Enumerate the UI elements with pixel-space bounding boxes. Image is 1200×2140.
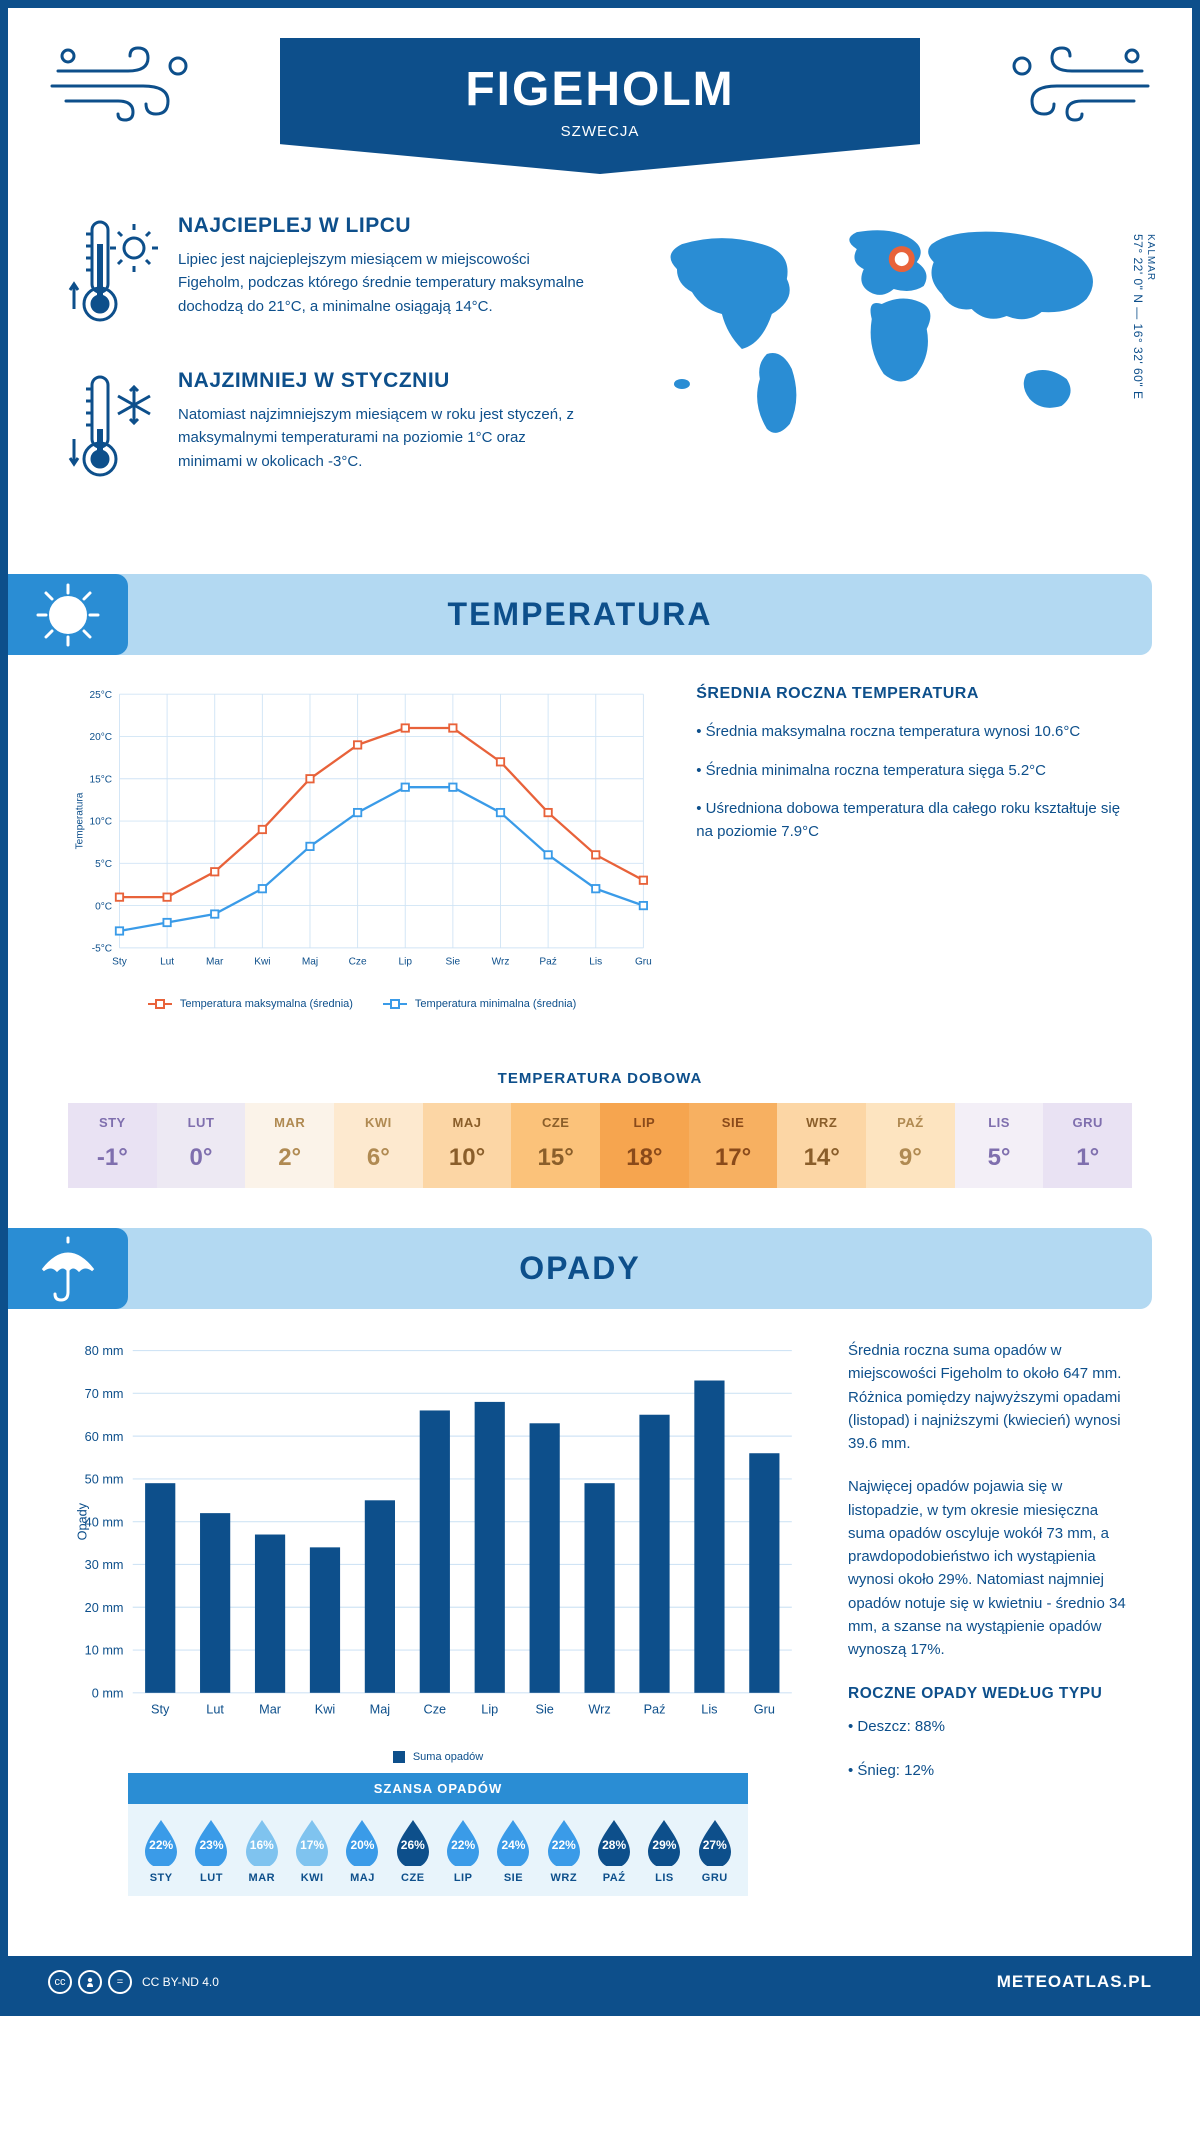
chance-cell: 28%PAŹ	[589, 1818, 639, 1884]
chance-cell: 27%GRU	[690, 1818, 740, 1884]
svg-text:Maj: Maj	[370, 1702, 390, 1717]
fact-coldest: NAJZIMNIEJ W STYCZNIU Natomiast najzimni…	[68, 369, 592, 494]
svg-text:Wrz: Wrz	[588, 1702, 610, 1717]
svg-text:15°C: 15°C	[90, 774, 113, 785]
daily-temp-cell: GRU1°	[1043, 1103, 1132, 1188]
chance-cell: 17%KWI	[287, 1818, 337, 1884]
svg-text:-5°C: -5°C	[92, 944, 112, 955]
fact-warm-title: NAJCIEPLEJ W LIPCU	[178, 214, 592, 238]
svg-text:Lis: Lis	[701, 1702, 717, 1717]
chance-cell: 20%MAJ	[337, 1818, 387, 1884]
daily-temp-cell: PAŹ9°	[866, 1103, 955, 1188]
brand: METEOATLAS.PL	[997, 1972, 1152, 1992]
svg-text:Wrz: Wrz	[492, 956, 510, 967]
wind-icon	[1002, 46, 1152, 124]
fact-warm-body: Lipiec jest najcieplejszym miesiącem w m…	[178, 248, 592, 318]
svg-text:0°C: 0°C	[95, 901, 112, 912]
umbrella-icon	[33, 1234, 103, 1304]
svg-text:Lis: Lis	[589, 956, 602, 967]
svg-text:0 mm: 0 mm	[92, 1686, 124, 1701]
location-marker	[892, 249, 912, 269]
svg-text:Kwi: Kwi	[254, 956, 270, 967]
svg-text:Lut: Lut	[160, 956, 174, 967]
svg-text:70 mm: 70 mm	[85, 1386, 124, 1401]
daily-temp-cell: MAJ10°	[423, 1103, 512, 1188]
sun-icon	[32, 579, 104, 651]
svg-text:60 mm: 60 mm	[85, 1429, 124, 1444]
svg-text:20 mm: 20 mm	[85, 1600, 124, 1615]
svg-text:Temperatura: Temperatura	[75, 792, 86, 849]
fact-cold-title: NAJZIMNIEJ W STYCZNIU	[178, 369, 592, 393]
svg-text:25°C: 25°C	[90, 690, 113, 701]
cc-icons: cc =	[48, 1970, 132, 1994]
thermometer-snow-icon	[68, 369, 158, 489]
svg-text:Sie: Sie	[535, 1702, 553, 1717]
svg-text:Sie: Sie	[446, 956, 461, 967]
svg-text:Mar: Mar	[259, 1702, 282, 1717]
svg-text:Opady: Opady	[75, 1502, 90, 1540]
daily-temp-cell: LIP18°	[600, 1103, 689, 1188]
page-title: FIGEHOLM	[340, 62, 860, 117]
fact-cold-body: Natomiast najzimniejszym miesiącem w rok…	[178, 403, 592, 473]
daily-temp-cell: WRZ14°	[777, 1103, 866, 1188]
svg-text:10 mm: 10 mm	[85, 1643, 124, 1658]
world-map	[632, 214, 1132, 454]
chance-cell: 22%LIP	[438, 1818, 488, 1884]
svg-text:Sty: Sty	[112, 956, 128, 967]
chance-cell: 24%SIE	[488, 1818, 538, 1884]
page-subtitle: SZWECJA	[340, 123, 860, 140]
svg-text:Lip: Lip	[481, 1702, 498, 1717]
daily-temp-cell: LUT0°	[157, 1103, 246, 1188]
footer: cc = CC BY-ND 4.0 METEOATLAS.PL	[8, 1956, 1192, 2008]
precipitation-summary: Średnia roczna suma opadów w miejscowośc…	[848, 1339, 1132, 1896]
svg-text:Paź: Paź	[644, 1702, 666, 1717]
thermometer-sun-icon	[68, 214, 158, 334]
precip-legend: Suma opadów	[393, 1751, 483, 1763]
svg-text:Paź: Paź	[539, 956, 556, 967]
svg-text:Lip: Lip	[398, 956, 412, 967]
svg-text:10°C: 10°C	[90, 817, 113, 828]
coordinates: KALMAR 57° 22' 0" N — 16° 32' 60" E	[1131, 234, 1156, 399]
temperature-summary: ŚREDNIA ROCZNA TEMPERATURA • Średnia mak…	[696, 685, 1132, 1010]
fact-warmest: NAJCIEPLEJ W LIPCU Lipiec jest najcieple…	[68, 214, 592, 339]
precipitation-section-header: OPADY	[8, 1228, 1152, 1309]
daily-temp-cell: LIS5°	[955, 1103, 1044, 1188]
chance-cell: 29%LIS	[639, 1818, 689, 1884]
chance-cell: 23%LUT	[186, 1818, 236, 1884]
daily-temp-title: TEMPERATURA DOBOWA	[8, 1070, 1192, 1087]
temperature-section-header: TEMPERATURA	[8, 574, 1152, 655]
precipitation-chance-strip: SZANSA OPADÓW 22%STY23%LUT16%MAR17%KWI20…	[128, 1773, 748, 1896]
precipitation-bar-chart: 0 mm 10 mm 20 mm 30 mm 40 mm 50 mm 60 mm 70 mm 8…	[68, 1339, 808, 1896]
svg-text:Maj: Maj	[302, 956, 318, 967]
daily-temp-cell: STY-1°	[68, 1103, 157, 1188]
daily-temp-cell: MAR2°	[245, 1103, 334, 1188]
svg-text:Gru: Gru	[635, 956, 652, 967]
svg-text:Mar: Mar	[206, 956, 224, 967]
license-text: CC BY-ND 4.0	[142, 1975, 219, 1989]
svg-text:Lut: Lut	[206, 1702, 224, 1717]
header: FIGEHOLM SZWECJA	[8, 8, 1192, 194]
svg-text:Cze: Cze	[349, 956, 367, 967]
wind-icon	[48, 46, 198, 124]
svg-text:80 mm: 80 mm	[85, 1343, 124, 1358]
svg-text:Cze: Cze	[424, 1702, 447, 1717]
daily-temp-cell: KWI6°	[334, 1103, 423, 1188]
svg-text:Gru: Gru	[754, 1702, 775, 1717]
daily-temp-cell: CZE15°	[511, 1103, 600, 1188]
chance-cell: 16%MAR	[237, 1818, 287, 1884]
temperature-line-chart: -5°C 0°C 5°C 10°C 15°C 20°C 25°C Sty Lut Mar Kwi Ma…	[68, 685, 656, 1010]
svg-text:Sty: Sty	[151, 1702, 170, 1717]
daily-temp-table: STY-1°LUT0°MAR2°KWI6°MAJ10°CZE15°LIP18°S…	[68, 1103, 1132, 1188]
daily-temp-cell: SIE17°	[689, 1103, 778, 1188]
svg-text:Kwi: Kwi	[315, 1702, 335, 1717]
svg-text:5°C: 5°C	[95, 859, 112, 870]
svg-text:30 mm: 30 mm	[85, 1557, 124, 1572]
chance-cell: 22%WRZ	[539, 1818, 589, 1884]
svg-text:20°C: 20°C	[90, 732, 113, 743]
title-banner: FIGEHOLM SZWECJA	[280, 38, 920, 174]
chance-cell: 26%CZE	[388, 1818, 438, 1884]
svg-text:40 mm: 40 mm	[85, 1514, 124, 1529]
svg-text:50 mm: 50 mm	[85, 1472, 124, 1487]
chance-cell: 22%STY	[136, 1818, 186, 1884]
